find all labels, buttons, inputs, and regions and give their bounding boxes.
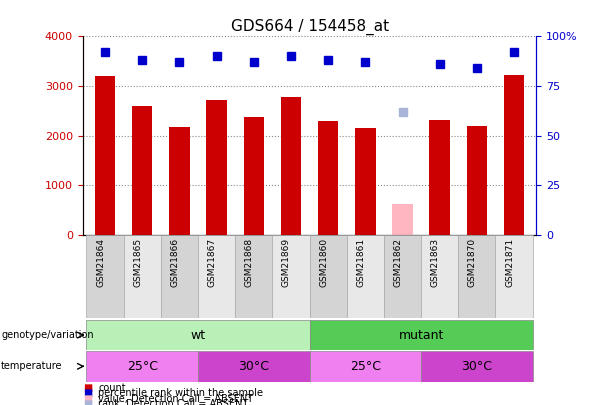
Text: ■: ■ bbox=[83, 399, 92, 405]
Text: 30°C: 30°C bbox=[462, 360, 492, 373]
Text: GSM21868: GSM21868 bbox=[245, 238, 254, 287]
Bar bbox=[95, 76, 115, 235]
Text: GSM21869: GSM21869 bbox=[282, 238, 291, 287]
Bar bbox=[235, 235, 272, 318]
Bar bbox=[86, 320, 310, 350]
Bar bbox=[310, 235, 347, 318]
Bar bbox=[355, 128, 376, 235]
Bar bbox=[272, 235, 310, 318]
Bar bbox=[421, 351, 533, 382]
Text: GSM21865: GSM21865 bbox=[133, 238, 142, 287]
Bar bbox=[392, 204, 413, 235]
Bar bbox=[504, 75, 524, 235]
Text: GSM21863: GSM21863 bbox=[431, 238, 440, 287]
Bar bbox=[495, 235, 533, 318]
Text: percentile rank within the sample: percentile rank within the sample bbox=[98, 388, 263, 398]
Text: count: count bbox=[98, 383, 126, 393]
Bar bbox=[86, 235, 124, 318]
Bar bbox=[347, 235, 384, 318]
Text: GSM21866: GSM21866 bbox=[170, 238, 180, 287]
Text: GSM21862: GSM21862 bbox=[394, 238, 403, 287]
Text: value, Detection Call = ABSENT: value, Detection Call = ABSENT bbox=[98, 394, 253, 403]
Title: GDS664 / 154458_at: GDS664 / 154458_at bbox=[230, 19, 389, 35]
Bar bbox=[169, 127, 189, 235]
Text: ■: ■ bbox=[83, 383, 92, 393]
Bar bbox=[281, 97, 301, 235]
Bar bbox=[430, 120, 450, 235]
Bar bbox=[161, 235, 198, 318]
Bar bbox=[86, 351, 198, 382]
Text: rank, Detection Call = ABSENT: rank, Detection Call = ABSENT bbox=[98, 399, 248, 405]
Text: 30°C: 30°C bbox=[238, 360, 269, 373]
Bar bbox=[459, 235, 495, 318]
Text: GSM21871: GSM21871 bbox=[505, 238, 514, 287]
Bar bbox=[124, 235, 161, 318]
Text: GSM21861: GSM21861 bbox=[356, 238, 365, 287]
Bar bbox=[243, 117, 264, 235]
Text: ■: ■ bbox=[83, 394, 92, 403]
Bar bbox=[318, 121, 338, 235]
Text: ■: ■ bbox=[83, 388, 92, 398]
Bar bbox=[466, 126, 487, 235]
Bar bbox=[421, 235, 459, 318]
Bar bbox=[132, 107, 153, 235]
Text: GSM21860: GSM21860 bbox=[319, 238, 328, 287]
Bar bbox=[198, 235, 235, 318]
Bar bbox=[384, 235, 421, 318]
Text: GSM21864: GSM21864 bbox=[96, 238, 105, 287]
Text: GSM21867: GSM21867 bbox=[208, 238, 216, 287]
Text: GSM21870: GSM21870 bbox=[468, 238, 477, 287]
Bar bbox=[198, 351, 310, 382]
Bar bbox=[207, 100, 227, 235]
Text: 25°C: 25°C bbox=[350, 360, 381, 373]
Bar bbox=[310, 320, 533, 350]
Text: temperature: temperature bbox=[1, 361, 63, 371]
Text: mutant: mutant bbox=[398, 328, 444, 342]
Text: 25°C: 25°C bbox=[127, 360, 158, 373]
Text: genotype/variation: genotype/variation bbox=[1, 330, 94, 340]
Bar bbox=[310, 351, 421, 382]
Text: wt: wt bbox=[191, 328, 205, 342]
